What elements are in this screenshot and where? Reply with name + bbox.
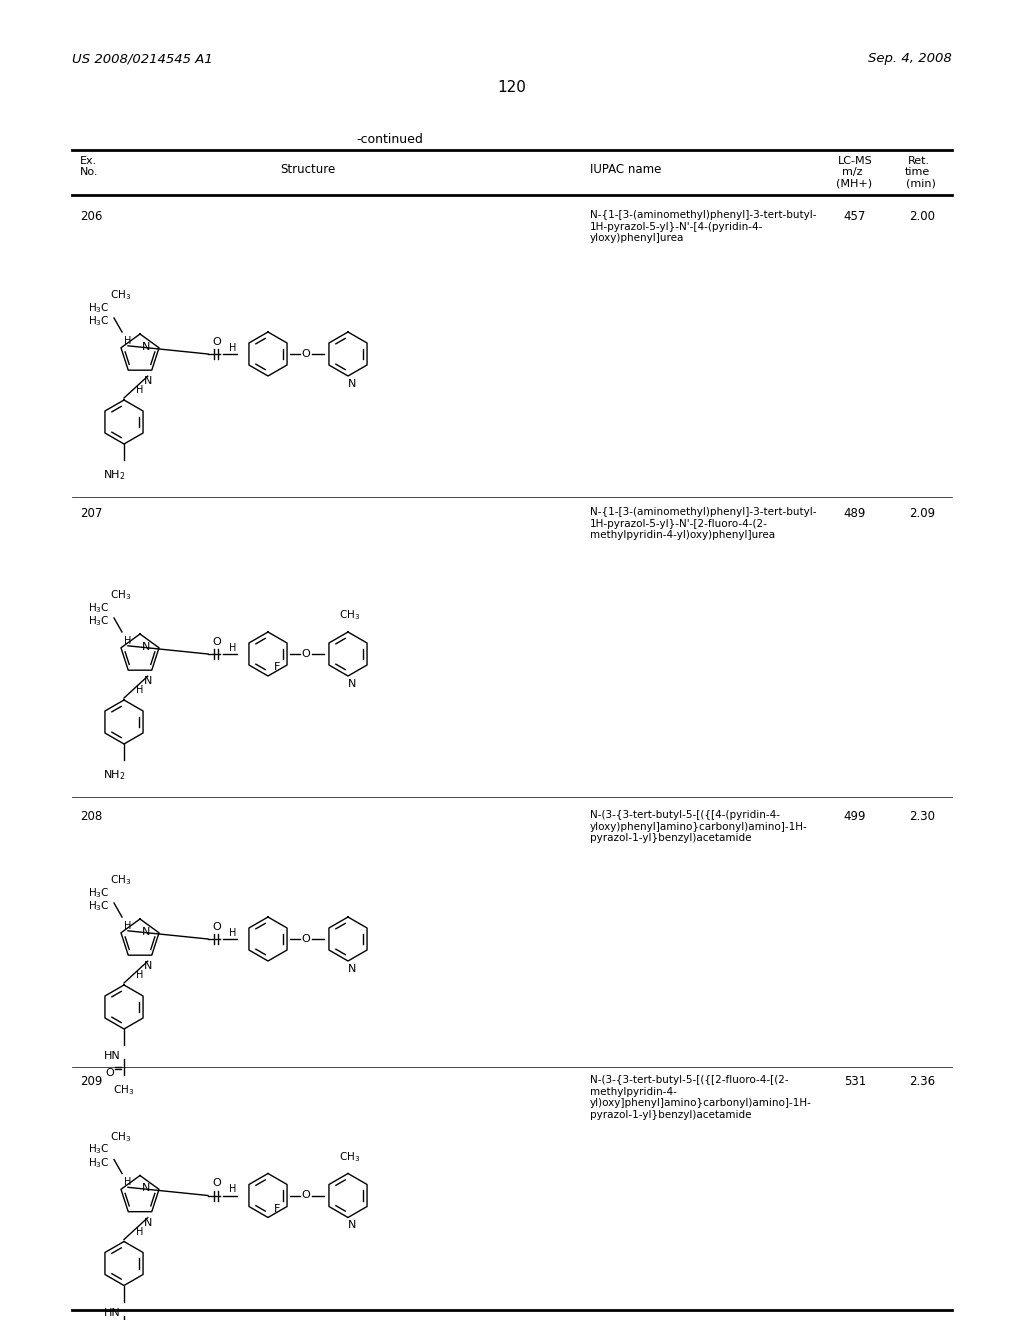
Text: N: N xyxy=(348,379,356,389)
Text: 489: 489 xyxy=(844,507,866,520)
Text: IUPAC name: IUPAC name xyxy=(590,162,662,176)
Text: N: N xyxy=(348,1221,356,1230)
Text: N: N xyxy=(142,1183,151,1193)
Text: O: O xyxy=(302,935,310,944)
Text: 2.36: 2.36 xyxy=(909,1074,935,1088)
Text: N-(3-{3-tert-butyl-5-[({[2-fluoro-4-[(2-
methylpyridin-4-
yl)oxy]phenyl]amino}ca: N-(3-{3-tert-butyl-5-[({[2-fluoro-4-[(2-… xyxy=(590,1074,812,1119)
Text: H$_3$C: H$_3$C xyxy=(88,614,110,628)
Text: H: H xyxy=(229,343,237,352)
Text: O: O xyxy=(302,348,310,359)
Text: O: O xyxy=(302,649,310,659)
Text: H: H xyxy=(124,1177,131,1187)
Text: CH$_3$: CH$_3$ xyxy=(110,589,131,602)
Text: 2.00: 2.00 xyxy=(909,210,935,223)
Text: NH$_2$: NH$_2$ xyxy=(102,469,125,482)
Text: CH$_3$: CH$_3$ xyxy=(110,1130,131,1143)
Text: CH$_3$: CH$_3$ xyxy=(339,1150,360,1163)
Text: Ret.: Ret. xyxy=(908,156,930,166)
Text: H: H xyxy=(136,685,143,696)
Text: HN: HN xyxy=(103,1308,121,1317)
Text: O: O xyxy=(302,1191,310,1200)
Text: 120: 120 xyxy=(498,81,526,95)
Text: H$_3$C: H$_3$C xyxy=(88,314,110,327)
Text: H: H xyxy=(124,636,131,645)
Text: No.: No. xyxy=(80,168,98,177)
Text: NH$_2$: NH$_2$ xyxy=(102,768,125,781)
Text: Structure: Structure xyxy=(281,162,336,176)
Text: N: N xyxy=(143,1217,152,1228)
Text: 209: 209 xyxy=(80,1074,102,1088)
Text: N: N xyxy=(143,961,152,972)
Text: O: O xyxy=(213,337,221,347)
Text: LC-MS: LC-MS xyxy=(838,156,872,166)
Text: CH$_3$: CH$_3$ xyxy=(110,288,131,302)
Text: m/z: m/z xyxy=(842,168,862,177)
Text: N: N xyxy=(143,676,152,686)
Text: H$_3$C: H$_3$C xyxy=(88,1156,110,1170)
Text: 207: 207 xyxy=(80,507,102,520)
Text: N: N xyxy=(143,376,152,387)
Text: time: time xyxy=(905,168,930,177)
Text: H$_3$C: H$_3$C xyxy=(88,301,110,315)
Text: O: O xyxy=(213,1179,221,1188)
Text: Sep. 4, 2008: Sep. 4, 2008 xyxy=(868,51,952,65)
Text: N-(3-{3-tert-butyl-5-[({[4-(pyridin-4-
yloxy)phenyl]amino}carbonyl)amino]-1H-
py: N-(3-{3-tert-butyl-5-[({[4-(pyridin-4- y… xyxy=(590,810,808,843)
Text: O: O xyxy=(213,921,221,932)
Text: H$_3$C: H$_3$C xyxy=(88,601,110,615)
Text: 457: 457 xyxy=(844,210,866,223)
Text: N: N xyxy=(348,964,356,974)
Text: H: H xyxy=(229,928,237,939)
Text: N: N xyxy=(142,342,151,352)
Text: US 2008/0214545 A1: US 2008/0214545 A1 xyxy=(72,51,213,65)
Text: CH$_3$: CH$_3$ xyxy=(339,609,360,622)
Text: 499: 499 xyxy=(844,810,866,822)
Text: N: N xyxy=(142,642,151,652)
Text: H: H xyxy=(229,1184,237,1195)
Text: 531: 531 xyxy=(844,1074,866,1088)
Text: -continued: -continued xyxy=(356,133,424,147)
Text: O: O xyxy=(213,638,221,647)
Text: 208: 208 xyxy=(80,810,102,822)
Text: O: O xyxy=(105,1068,115,1078)
Text: F: F xyxy=(273,663,281,672)
Text: H: H xyxy=(124,921,131,931)
Text: H$_3$C: H$_3$C xyxy=(88,899,110,913)
Text: 2.30: 2.30 xyxy=(909,810,935,822)
Text: (min): (min) xyxy=(906,178,936,187)
Text: 206: 206 xyxy=(80,210,102,223)
Text: H: H xyxy=(136,1226,143,1237)
Text: H: H xyxy=(229,643,237,653)
Text: (MH+): (MH+) xyxy=(836,178,872,187)
Text: N-{1-[3-(aminomethyl)phenyl]-3-tert-butyl-
1H-pyrazol-5-yl}-N'-[4-(pyridin-4-
yl: N-{1-[3-(aminomethyl)phenyl]-3-tert-buty… xyxy=(590,210,816,243)
Text: HN: HN xyxy=(103,1051,121,1061)
Text: N: N xyxy=(348,678,356,689)
Text: CH$_3$: CH$_3$ xyxy=(114,1082,134,1097)
Text: Ex.: Ex. xyxy=(80,156,97,166)
Text: N-{1-[3-(aminomethyl)phenyl]-3-tert-butyl-
1H-pyrazol-5-yl}-N'-[2-fluoro-4-(2-
m: N-{1-[3-(aminomethyl)phenyl]-3-tert-buty… xyxy=(590,507,816,540)
Text: H$_3$C: H$_3$C xyxy=(88,886,110,900)
Text: N: N xyxy=(142,927,151,937)
Text: H: H xyxy=(136,970,143,981)
Text: H: H xyxy=(124,335,131,346)
Text: H: H xyxy=(136,385,143,395)
Text: F: F xyxy=(273,1204,281,1213)
Text: H$_3$C: H$_3$C xyxy=(88,1143,110,1156)
Text: 2.09: 2.09 xyxy=(909,507,935,520)
Text: CH$_3$: CH$_3$ xyxy=(110,874,131,887)
